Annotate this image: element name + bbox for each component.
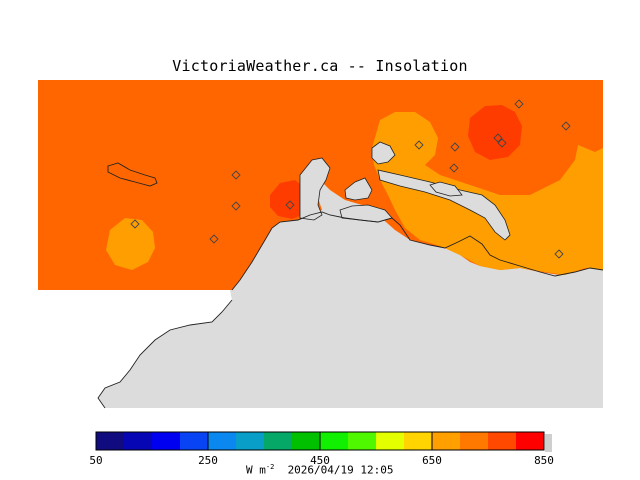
colorbar-shadow	[545, 434, 552, 452]
colorbar-swatch	[96, 432, 125, 450]
colorbar-tick-label: 650	[422, 454, 442, 467]
colorbar-swatch	[236, 432, 265, 450]
inlet-1	[299, 157, 331, 221]
colorbar-swatch	[208, 432, 237, 450]
station-marker	[285, 200, 295, 210]
coastline	[231, 211, 604, 291]
colorbar-swatch	[516, 432, 545, 450]
colorbar-swatch	[320, 432, 349, 450]
station-markers	[130, 99, 571, 259]
inlet-2	[344, 177, 373, 201]
colorbar-tick-label: 850	[534, 454, 554, 467]
colorbar-tick-label: 50	[89, 454, 103, 467]
colorbar	[96, 432, 545, 450]
colorbar-swatch	[404, 432, 433, 450]
colorbar-frame	[95, 431, 545, 451]
colorbar-tick-label: 250	[198, 454, 218, 467]
station-marker	[514, 99, 524, 109]
station-marker	[561, 121, 571, 131]
timestamp: 2026/04/19 12:05	[287, 463, 394, 477]
colorbar-swatch	[348, 432, 377, 450]
station-marker	[554, 249, 564, 259]
inlet-north	[371, 141, 396, 165]
colorbar-swatch	[180, 432, 209, 450]
station-marker	[231, 170, 241, 180]
station-marker	[497, 138, 507, 148]
station-marker	[130, 219, 140, 229]
map-title: VictoriaWeather.ca -- Insolation	[172, 57, 468, 75]
colorbar-swatch	[264, 432, 293, 450]
open-water	[38, 290, 232, 408]
colorbar-swatch	[152, 432, 181, 450]
colorbar-swatch	[432, 432, 461, 450]
station-marker	[209, 234, 219, 244]
colorbar-tick-label: 450	[310, 454, 330, 467]
colorbar-swatch	[376, 432, 405, 450]
colorbar-swatch	[460, 432, 489, 450]
station-marker	[231, 201, 241, 211]
station-marker	[493, 133, 503, 143]
station-marker	[414, 140, 424, 150]
colorbar-footer: W m-2 2026/04/19 12:05	[246, 463, 394, 477]
colorbar-swatch	[292, 432, 321, 450]
western-lake	[107, 162, 158, 187]
insolation-zone-light-east	[372, 112, 603, 275]
station-marker	[449, 163, 459, 173]
units-label: W m	[246, 463, 266, 477]
colorbar-swatch	[124, 432, 153, 450]
insolation-zone-light-west	[106, 218, 155, 270]
colorbar-swatch	[488, 432, 517, 450]
coastline-south	[97, 299, 233, 409]
insolation-zone-red-east	[468, 105, 522, 160]
island-small	[429, 181, 463, 197]
units-exponent: -2	[265, 463, 275, 471]
station-marker	[450, 142, 460, 152]
